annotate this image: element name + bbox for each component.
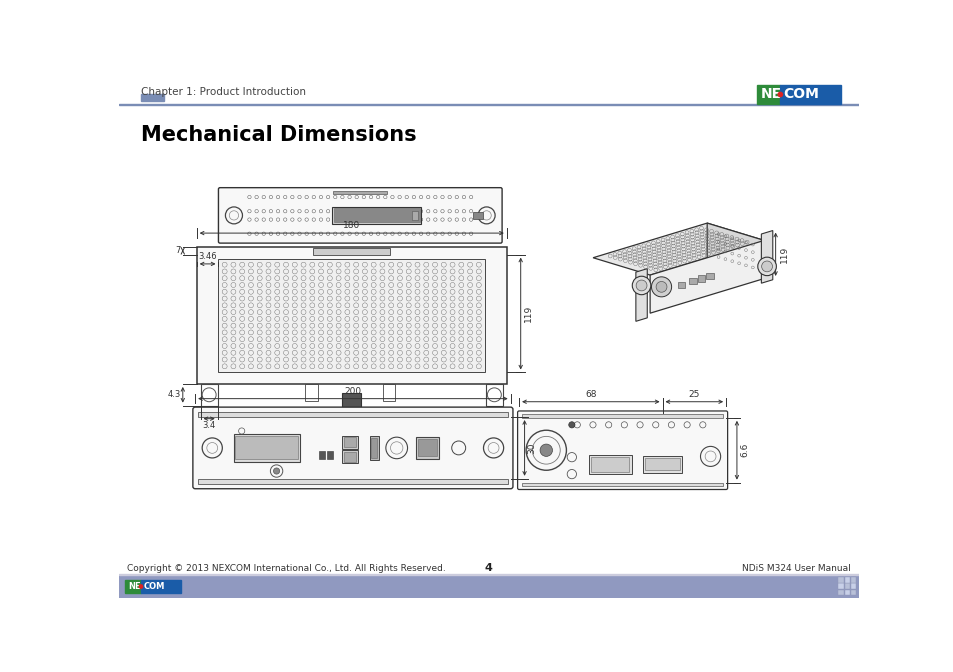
Bar	[521, 414, 722, 418]
Bar	[838, 589, 843, 595]
Circle shape	[651, 277, 671, 297]
Text: 7: 7	[175, 247, 180, 255]
Bar	[344, 452, 356, 462]
Bar	[838, 577, 843, 583]
FancyBboxPatch shape	[517, 411, 727, 489]
Text: 68: 68	[584, 390, 596, 398]
Bar	[642, 456, 681, 472]
Bar	[141, 93, 164, 101]
Circle shape	[760, 261, 772, 271]
Bar	[705, 273, 713, 279]
Polygon shape	[760, 230, 772, 283]
Bar	[485, 384, 502, 406]
Polygon shape	[649, 241, 763, 313]
Bar	[119, 104, 858, 106]
Bar	[333, 191, 387, 194]
Circle shape	[757, 257, 776, 276]
Bar	[200, 384, 217, 406]
FancyBboxPatch shape	[218, 187, 501, 243]
Bar	[850, 577, 856, 583]
Bar	[198, 412, 507, 417]
Bar	[645, 458, 679, 470]
Circle shape	[274, 468, 279, 474]
Bar	[780, 85, 840, 103]
Polygon shape	[636, 269, 646, 321]
Text: 3.46: 3.46	[198, 252, 216, 261]
Text: 4: 4	[484, 563, 493, 573]
Bar	[332, 207, 421, 224]
Bar	[382, 384, 395, 401]
Bar	[342, 435, 357, 449]
Bar	[473, 212, 482, 219]
Bar	[313, 249, 390, 255]
Bar	[327, 451, 333, 459]
Text: 119: 119	[779, 246, 788, 263]
Bar	[218, 259, 484, 372]
Text: COM: COM	[143, 582, 165, 591]
Polygon shape	[706, 223, 763, 278]
Text: 25: 25	[688, 390, 700, 398]
Bar	[838, 583, 843, 589]
Text: 4.3: 4.3	[167, 390, 180, 399]
Text: NE: NE	[760, 87, 781, 101]
Text: 6.6: 6.6	[740, 443, 748, 458]
Text: Copyright © 2013 NEXCOM International Co., Ltd. All Rights Reserved.: Copyright © 2013 NEXCOM International Co…	[127, 564, 445, 573]
FancyBboxPatch shape	[193, 407, 513, 489]
Text: 3.4: 3.4	[202, 421, 215, 430]
Bar	[591, 457, 629, 472]
Bar	[196, 247, 506, 384]
Bar	[125, 579, 141, 593]
Bar	[119, 575, 858, 598]
Circle shape	[539, 444, 552, 456]
Circle shape	[139, 585, 143, 588]
Bar	[342, 393, 360, 409]
Text: 30: 30	[527, 442, 537, 454]
Text: 119: 119	[523, 305, 532, 322]
Bar	[843, 589, 849, 595]
Bar	[757, 85, 780, 103]
Circle shape	[636, 280, 646, 291]
Text: Chapter 1: Product Introduction: Chapter 1: Product Introduction	[141, 87, 306, 97]
Bar	[677, 282, 684, 288]
Bar	[334, 208, 419, 222]
Bar	[850, 589, 856, 595]
Text: Mechanical Dimensions: Mechanical Dimensions	[141, 125, 416, 145]
Text: 200: 200	[344, 386, 361, 396]
Text: NE: NE	[128, 582, 140, 591]
Polygon shape	[593, 223, 763, 275]
Circle shape	[656, 282, 666, 292]
Bar	[843, 577, 849, 583]
Circle shape	[568, 422, 575, 428]
Text: NDiS M324 User Manual: NDiS M324 User Manual	[741, 564, 850, 573]
Bar	[412, 211, 418, 220]
Bar	[416, 437, 439, 459]
Circle shape	[632, 276, 650, 295]
Bar	[418, 439, 436, 456]
Bar	[344, 437, 356, 447]
Bar	[521, 482, 722, 487]
Bar	[319, 451, 325, 459]
Bar	[345, 407, 357, 412]
Text: 180: 180	[343, 221, 360, 230]
Bar	[369, 435, 378, 460]
Bar	[233, 434, 299, 462]
Circle shape	[778, 92, 781, 97]
Bar	[342, 450, 357, 463]
Bar	[141, 579, 181, 593]
Bar	[688, 278, 696, 284]
Bar	[371, 438, 377, 458]
Bar	[588, 455, 631, 474]
Bar	[198, 478, 507, 484]
Bar	[697, 276, 704, 282]
Bar	[305, 384, 317, 401]
Text: COM: COM	[782, 87, 819, 101]
Bar	[235, 436, 298, 460]
Bar	[850, 583, 856, 589]
Bar	[843, 583, 849, 589]
